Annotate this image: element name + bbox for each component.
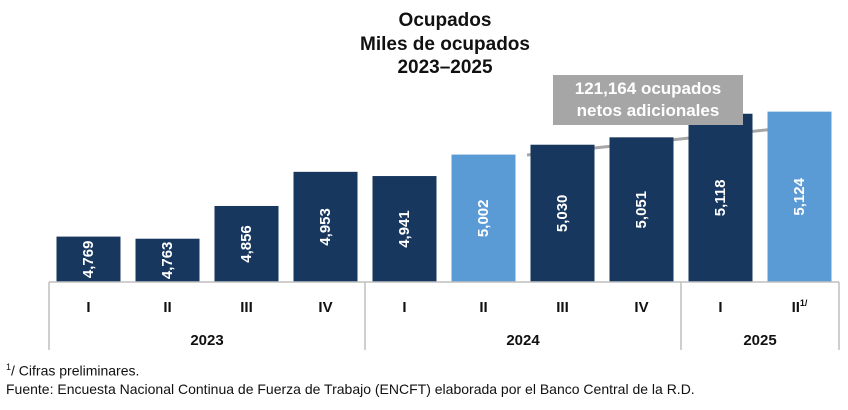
x-tick-label: I xyxy=(402,299,406,316)
bar-value-label: 5,030 xyxy=(554,195,571,233)
bar xyxy=(372,176,437,282)
bar-value-label: 4,953 xyxy=(317,208,334,246)
bar xyxy=(135,238,200,282)
chart-title-block: Ocupados Miles de ocupados 2023–2025 xyxy=(0,9,848,80)
bar-value-label: 4,763 xyxy=(159,242,176,280)
year-label: 2023 xyxy=(190,332,223,349)
bar-value-label: 4,856 xyxy=(238,225,255,263)
footnote: 1/ Cifras preliminares. xyxy=(6,358,695,380)
annotation-line-2: netos adicionales xyxy=(576,101,720,120)
chart-subtitle: Miles de ocupados xyxy=(360,33,530,55)
x-tick-label: IV xyxy=(318,299,332,316)
x-tick-label: I xyxy=(718,299,722,316)
bar-value-label: 5,051 xyxy=(633,191,650,229)
bar xyxy=(530,144,595,282)
bar-value-label: 4,941 xyxy=(396,210,413,248)
x-tick-label: II1/ xyxy=(792,298,808,316)
x-tick-label: III xyxy=(240,299,253,316)
year-label: 2025 xyxy=(743,332,776,349)
x-tick-label: II xyxy=(479,299,487,316)
bar xyxy=(293,171,358,282)
bar-value-label: 5,124 xyxy=(791,177,808,215)
annotation-callout: 121,164 ocupados netos adicionales xyxy=(553,75,743,125)
source-note: Fuente: Encuesta Nacional Continua de Fu… xyxy=(6,380,695,397)
bar-value-label: 5,118 xyxy=(712,180,729,217)
year-label: 2024 xyxy=(506,332,540,349)
bar-value-label: 5,002 xyxy=(475,200,492,238)
x-tick-label: IV xyxy=(634,299,648,316)
chart-period: 2023–2025 xyxy=(397,57,493,78)
annotation-line-1: 121,164 ocupados xyxy=(574,79,722,98)
x-tick-label: II xyxy=(163,299,171,316)
chart-notes: 1/ Cifras preliminares. Fuente: Encuesta… xyxy=(6,358,695,398)
x-tick-suffix: 1/ xyxy=(800,298,808,308)
bar xyxy=(767,111,832,282)
bar-chart: 4,769I4,763II4,856III4,953IV4,941I5,002I… xyxy=(48,111,840,350)
bar xyxy=(56,236,121,282)
footnote-text: / Cifras preliminares. xyxy=(11,362,140,379)
x-tick-label: I xyxy=(86,299,90,316)
x-tick-label: III xyxy=(556,299,569,316)
chart-title: Ocupados xyxy=(398,10,492,31)
footnote-marker: 1 xyxy=(6,362,12,372)
bar xyxy=(214,205,279,282)
bar xyxy=(688,113,753,282)
bar xyxy=(609,137,674,282)
bar xyxy=(451,154,516,282)
bar-value-label: 4,769 xyxy=(80,241,97,279)
